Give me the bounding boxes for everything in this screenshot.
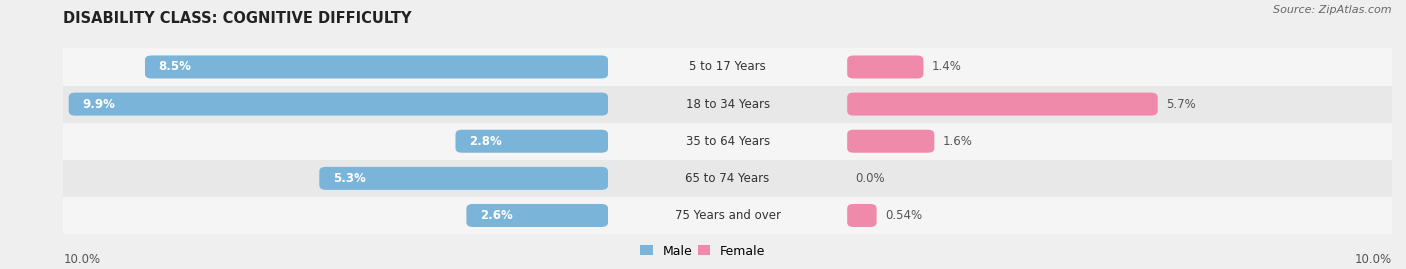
Text: Source: ZipAtlas.com: Source: ZipAtlas.com bbox=[1274, 5, 1392, 15]
FancyBboxPatch shape bbox=[607, 197, 848, 234]
FancyBboxPatch shape bbox=[848, 204, 876, 227]
FancyBboxPatch shape bbox=[145, 55, 607, 79]
Text: 1.4%: 1.4% bbox=[932, 61, 962, 73]
FancyBboxPatch shape bbox=[319, 167, 607, 190]
FancyBboxPatch shape bbox=[607, 123, 848, 160]
Text: 9.9%: 9.9% bbox=[83, 98, 115, 111]
FancyBboxPatch shape bbox=[607, 48, 848, 86]
Text: 0.0%: 0.0% bbox=[855, 172, 884, 185]
Text: 65 to 74 Years: 65 to 74 Years bbox=[686, 172, 769, 185]
FancyBboxPatch shape bbox=[63, 160, 607, 197]
FancyBboxPatch shape bbox=[848, 86, 1392, 123]
Text: 1.6%: 1.6% bbox=[942, 135, 973, 148]
FancyBboxPatch shape bbox=[467, 204, 607, 227]
Text: 2.6%: 2.6% bbox=[479, 209, 513, 222]
Text: 0.54%: 0.54% bbox=[884, 209, 922, 222]
Text: DISABILITY CLASS: COGNITIVE DIFFICULTY: DISABILITY CLASS: COGNITIVE DIFFICULTY bbox=[63, 11, 412, 26]
FancyBboxPatch shape bbox=[63, 48, 607, 86]
Text: 8.5%: 8.5% bbox=[159, 61, 191, 73]
FancyBboxPatch shape bbox=[63, 86, 607, 123]
FancyBboxPatch shape bbox=[848, 55, 924, 79]
FancyBboxPatch shape bbox=[69, 93, 607, 116]
Text: 10.0%: 10.0% bbox=[63, 253, 100, 266]
FancyBboxPatch shape bbox=[63, 123, 607, 160]
FancyBboxPatch shape bbox=[848, 93, 1157, 116]
FancyBboxPatch shape bbox=[848, 197, 1392, 234]
Text: 5 to 17 Years: 5 to 17 Years bbox=[689, 61, 766, 73]
FancyBboxPatch shape bbox=[456, 130, 607, 153]
FancyBboxPatch shape bbox=[607, 160, 848, 197]
Text: 18 to 34 Years: 18 to 34 Years bbox=[686, 98, 769, 111]
Legend: Male, Female: Male, Female bbox=[636, 240, 770, 263]
Text: 2.8%: 2.8% bbox=[470, 135, 502, 148]
FancyBboxPatch shape bbox=[848, 160, 1392, 197]
Text: 10.0%: 10.0% bbox=[1355, 253, 1392, 266]
Text: 5.3%: 5.3% bbox=[333, 172, 366, 185]
FancyBboxPatch shape bbox=[63, 197, 607, 234]
FancyBboxPatch shape bbox=[848, 123, 1392, 160]
Text: 75 Years and over: 75 Years and over bbox=[675, 209, 780, 222]
FancyBboxPatch shape bbox=[848, 48, 1392, 86]
Text: 35 to 64 Years: 35 to 64 Years bbox=[686, 135, 769, 148]
Text: 5.7%: 5.7% bbox=[1166, 98, 1195, 111]
FancyBboxPatch shape bbox=[848, 130, 935, 153]
FancyBboxPatch shape bbox=[607, 86, 848, 123]
